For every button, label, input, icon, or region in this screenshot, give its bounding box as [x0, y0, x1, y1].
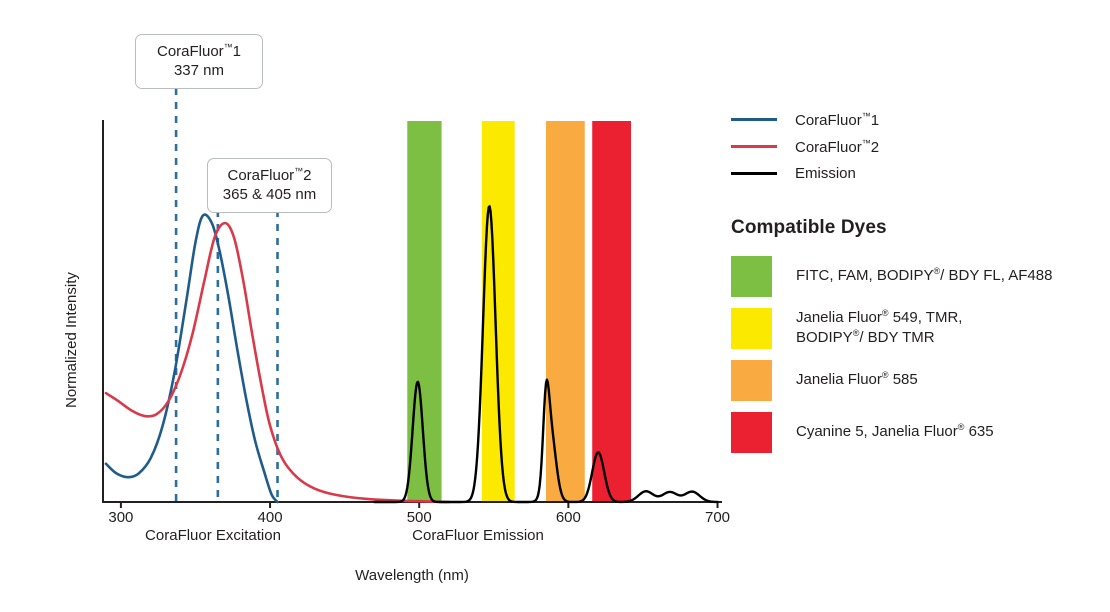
callout-corafluor2-value: 365 & 405 nm	[222, 186, 317, 204]
dye-color-swatch	[731, 411, 772, 453]
x-axis-tick-label-700: 700	[705, 509, 731, 526]
compatible-dyes-list: FITC, FAM, BODIPY®/ BDY FL, AF488 Janelia…	[731, 255, 1091, 453]
trademark-icon: ™	[861, 137, 871, 148]
dye-label-text: 635	[964, 423, 994, 441]
registered-trademark-icon: ®	[881, 370, 889, 381]
callout-corafluor2-index: 2	[303, 167, 312, 184]
dye-label: FITC, FAM, BODIPY®/ BDY FL, AF488	[796, 266, 1052, 286]
dye-label: Janelia Fluor® 585	[796, 370, 918, 390]
dye-color-swatch	[731, 307, 772, 349]
series-curve-0	[104, 213, 279, 504]
dye-color-swatch	[731, 359, 772, 401]
x-axis-title: Wavelength (nm)	[355, 567, 469, 584]
legend-label: CoraFluor™2	[795, 138, 879, 156]
trademark-icon: ™	[861, 110, 871, 121]
registered-trademark-icon: ®	[957, 422, 965, 433]
dye-color-swatch	[731, 255, 772, 297]
dye-label-text: / BDY FL, AF488	[940, 267, 1053, 285]
series-curve-emission	[373, 205, 719, 504]
legend-line-swatch	[731, 172, 777, 175]
trademark-icon: ™	[294, 166, 304, 176]
legend-label-name: CoraFluor	[795, 111, 862, 129]
dye-label-text: Janelia Fluor	[796, 309, 882, 327]
dye-row-2: Janelia Fluor® 585	[731, 359, 1091, 401]
trademark-icon: ™	[223, 42, 233, 52]
series-curve-1	[104, 221, 451, 504]
dye-label-text: FITC, FAM, BODIPY	[796, 267, 934, 285]
dye-label-text: BODIPY	[796, 329, 853, 346]
callout-corafluor2: CoraFluor™2 365 & 405 nm	[207, 158, 332, 214]
dye-label-text: 549, TMR,	[888, 309, 963, 327]
axis-group-label-excitation: CoraFluor Excitation	[145, 527, 281, 544]
compatible-dyes-heading: Compatible Dyes	[731, 217, 887, 238]
dye-label: Janelia Fluor® 549, TMR, BODIPY®/ BDY TMR	[796, 308, 962, 348]
dye-label-line1: Cyanine 5, Janelia Fluor® 635	[796, 422, 994, 442]
dye-label-text: Janelia Fluor	[796, 371, 882, 389]
x-axis-tick-label-400: 400	[257, 509, 283, 526]
x-axis-tick-label-500: 500	[406, 509, 432, 526]
emission-band-2	[545, 121, 585, 502]
dye-label-text: / BDY TMR	[859, 329, 935, 346]
emission-band-3	[592, 121, 632, 502]
dye-row-3: Cyanine 5, Janelia Fluor® 635	[731, 411, 1091, 453]
legend-label: CoraFluor™1	[795, 111, 879, 129]
legend-row-1: CoraFluor™2	[731, 133, 1091, 160]
registered-trademark-icon: ®	[933, 266, 941, 277]
legend-label-index: 1	[870, 111, 880, 129]
callout-corafluor2-name: CoraFluor	[227, 167, 295, 184]
dye-label-text: 585	[888, 371, 918, 389]
dye-row-1: Janelia Fluor® 549, TMR, BODIPY®/ BDY TMR	[731, 307, 1091, 349]
legend-label: Emission	[795, 165, 856, 182]
y-axis-title: Normalized Intensity	[63, 272, 80, 408]
right-panel: CoraFluor™1 CoraFluor™2 Emission Compatibl…	[731, 106, 1091, 463]
legend-label-index: 2	[870, 138, 880, 156]
legend-label-name: CoraFluor	[795, 138, 862, 156]
callout-corafluor1: CoraFluor™1 337 nm	[135, 34, 263, 90]
series-legend: CoraFluor™1 CoraFluor™2 Emission	[731, 106, 1091, 187]
axis-group-label-emission: CoraFluor Emission	[412, 527, 544, 544]
legend-label-name: Emission	[795, 165, 856, 182]
legend-row-2: Emission	[731, 160, 1091, 187]
dye-label-line1: Janelia Fluor® 549, TMR,	[796, 308, 962, 328]
emission-band-1	[481, 121, 515, 502]
legend-line-swatch	[731, 118, 777, 121]
registered-trademark-icon: ®	[881, 308, 889, 319]
legend-line-swatch	[731, 145, 777, 148]
x-axis-tick-label-300: 300	[108, 509, 134, 526]
x-axis-tick-label-600: 600	[555, 509, 581, 526]
callout-corafluor1-value: 337 nm	[173, 62, 225, 80]
dye-label: Cyanine 5, Janelia Fluor® 635	[796, 422, 994, 442]
dye-row-0: FITC, FAM, BODIPY®/ BDY FL, AF488	[731, 255, 1091, 297]
dye-label-line1: FITC, FAM, BODIPY®/ BDY FL, AF488	[796, 266, 1052, 286]
registered-trademark-icon: ®	[852, 328, 860, 338]
dye-label-line1: Janelia Fluor® 585	[796, 370, 918, 390]
dye-label-line2: BODIPY®/ BDY TMR	[796, 328, 962, 348]
legend-row-0: CoraFluor™1	[731, 106, 1091, 133]
callout-corafluor1-name: CoraFluor	[156, 43, 224, 60]
dye-label-text: Cyanine 5, Janelia Fluor	[796, 423, 958, 441]
callout-corafluor1-index: 1	[232, 43, 242, 60]
